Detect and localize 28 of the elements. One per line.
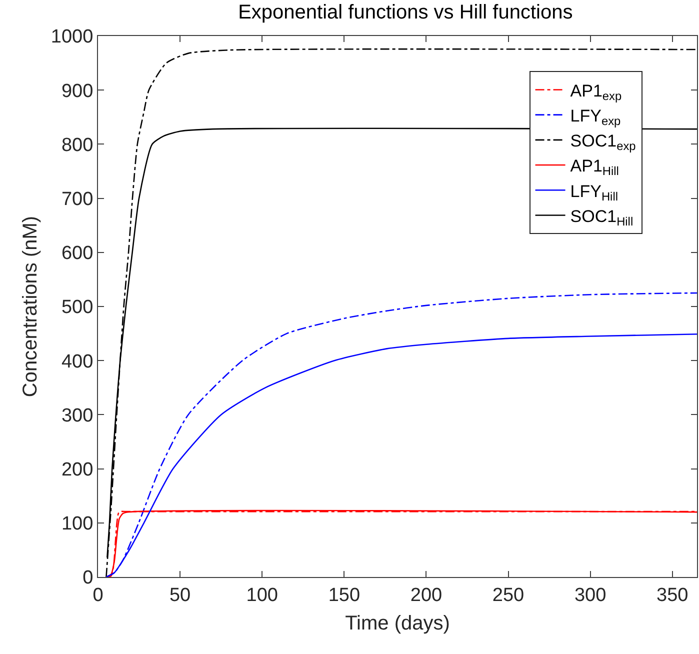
x-axis-title: Time (days) <box>345 612 450 634</box>
legend-label: SOC1$_{Hill}$ <box>570 206 634 228</box>
y-tick-label: 800 <box>61 134 94 156</box>
y-axis-title: Concentrations (nM) <box>19 216 42 398</box>
y-tick-label: 200 <box>61 459 94 480</box>
x-tick-label: 300 <box>574 584 606 606</box>
legend-label: SOC1$_{exp}$ <box>570 132 636 154</box>
y-tick-label: 600 <box>61 243 94 264</box>
x-tick-label: 350 <box>656 584 688 606</box>
legend-label: LFY$_{exp}$ <box>570 106 622 128</box>
y-tick-label: 0 <box>82 568 94 589</box>
x-tick-label: 100 <box>246 584 278 606</box>
y-tick-label: 1000 <box>50 26 94 48</box>
y-tick-label: 700 <box>61 188 94 210</box>
x-tick-label: 200 <box>410 584 442 606</box>
y-tick-label: 300 <box>61 405 94 426</box>
y-tick-label: 100 <box>61 514 94 535</box>
legend-label: AP1$_{Hill}$ <box>570 156 619 178</box>
legend-label: LFY$_{Hill}$ <box>570 182 618 204</box>
y-tick-label: 900 <box>61 80 94 102</box>
legend-label: AP1$_{exp}$ <box>570 81 622 103</box>
chart-title: Exponential functions vs Hill functions <box>238 2 573 24</box>
y-tick-label: 400 <box>61 351 94 372</box>
x-tick-label: 250 <box>492 584 524 606</box>
line-series <box>106 48 697 577</box>
x-tick-label: 150 <box>328 584 360 606</box>
y-tick-label: 500 <box>61 297 94 318</box>
x-tick-label: 50 <box>169 584 191 606</box>
